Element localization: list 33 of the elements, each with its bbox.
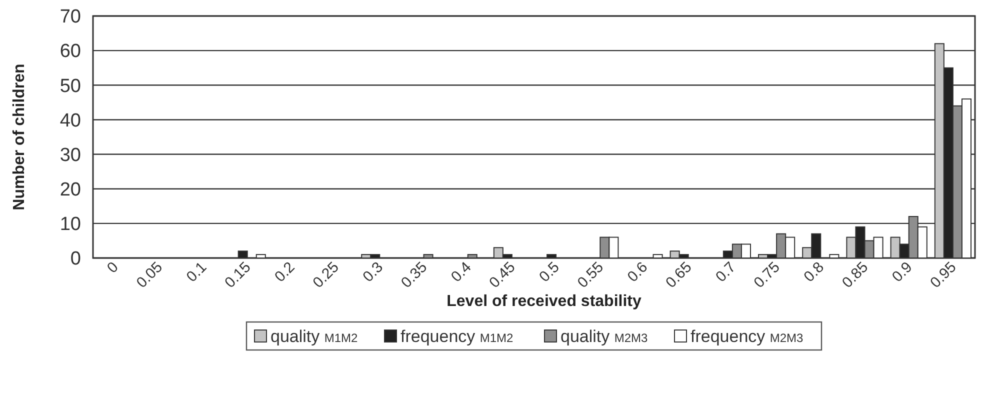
x-tick-label: 0.2 xyxy=(272,258,298,286)
y-tick-label: 70 xyxy=(60,6,81,28)
x-tick-label: 0.35 xyxy=(398,258,431,292)
x-tick-label: 0.6 xyxy=(624,258,652,286)
x-tick-label: 0.65 xyxy=(662,258,696,292)
x-tick-label: 0.55 xyxy=(574,258,607,292)
x-tick-label: 0.05 xyxy=(133,258,166,292)
x-tick-label: 0.75 xyxy=(750,258,784,292)
legend-label: frequency M1M2 xyxy=(400,327,514,346)
x-tick-label: 0.3 xyxy=(360,258,386,286)
x-tick-label: 0.7 xyxy=(712,258,740,286)
y-tick-label: 50 xyxy=(60,76,81,97)
y-tick-label: 40 xyxy=(60,110,81,132)
x-tick-label: 0.5 xyxy=(536,258,563,286)
x-tick-label: 0.15 xyxy=(222,258,254,292)
legend-label: quality M2M3 xyxy=(560,327,648,346)
legend-label: frequency M2M3 xyxy=(690,327,804,346)
x-tick-label: 0.1 xyxy=(183,258,210,286)
x-tick-label: 0.25 xyxy=(310,258,342,292)
x-tick-label: 0.9 xyxy=(888,258,916,286)
y-tick-label: 10 xyxy=(60,214,81,236)
x-tick-label: 0 xyxy=(104,258,122,277)
x-tick-label: 0.95 xyxy=(927,258,960,292)
x-tick-label: 0.4 xyxy=(448,258,475,286)
x-tick-label: 0.85 xyxy=(838,258,872,292)
y-axis-title: Number of children xyxy=(11,64,28,210)
legend-label: quality M1M2 xyxy=(270,327,358,346)
x-tick-label: 0.45 xyxy=(486,258,519,292)
x-tick-label: 0.8 xyxy=(800,258,828,286)
y-tick-label: 20 xyxy=(60,180,81,201)
y-tick-label: 60 xyxy=(60,41,81,62)
y-tick-label: 30 xyxy=(60,144,81,166)
x-axis-title: Level of received stability xyxy=(446,293,642,310)
